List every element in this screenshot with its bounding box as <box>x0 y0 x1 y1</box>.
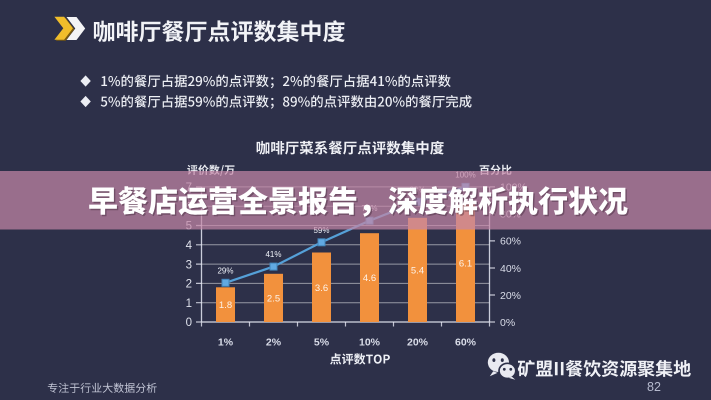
svg-text:1%: 1% <box>218 337 234 349</box>
svg-text:29%: 29% <box>217 266 233 275</box>
svg-text:0%: 0% <box>500 317 515 329</box>
svg-text:20%: 20% <box>500 290 521 302</box>
svg-text:4.6: 4.6 <box>363 273 376 284</box>
svg-text:10%: 10% <box>359 337 381 349</box>
svg-text:20%: 20% <box>407 337 429 349</box>
svg-text:0: 0 <box>186 317 192 329</box>
svg-text:5%: 5% <box>314 337 330 349</box>
svg-text:1.8: 1.8 <box>219 300 232 311</box>
svg-text:60%: 60% <box>455 337 477 349</box>
svg-text:2%: 2% <box>266 337 282 349</box>
svg-text:1: 1 <box>186 298 192 310</box>
svg-text:60%: 60% <box>500 236 521 248</box>
svg-text:6.1: 6.1 <box>459 259 472 270</box>
svg-text:3: 3 <box>186 259 192 271</box>
svg-text:2.5: 2.5 <box>267 293 280 304</box>
svg-text:2: 2 <box>186 279 192 291</box>
svg-text:3.6: 3.6 <box>315 283 328 294</box>
svg-text:40%: 40% <box>500 263 521 275</box>
svg-text:82: 82 <box>647 380 661 394</box>
svg-text:59%: 59% <box>313 226 329 235</box>
svg-text:4: 4 <box>186 240 193 252</box>
svg-text:41%: 41% <box>265 250 281 259</box>
svg-text:5.4: 5.4 <box>411 265 424 276</box>
